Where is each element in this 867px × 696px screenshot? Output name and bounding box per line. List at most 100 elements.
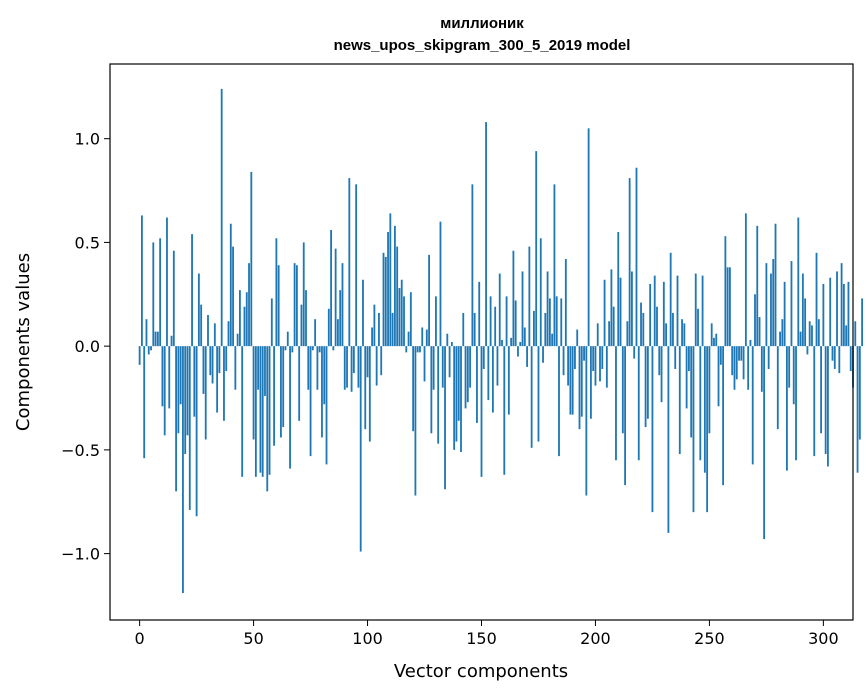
y-axis-label: Components values (13, 253, 34, 431)
bar-component-287 (792, 346, 795, 405)
x-tick-label: 300 (808, 629, 839, 648)
bar-component-57 (268, 346, 271, 475)
bar-component-196 (585, 346, 588, 496)
bar-component-224 (649, 283, 652, 347)
bar-component-194 (580, 346, 583, 417)
bar-component-292 (804, 298, 807, 347)
bar-component-305 (833, 346, 836, 369)
bar-component-280 (776, 346, 779, 430)
bar-component-200 (594, 346, 597, 386)
bar-component-281 (779, 331, 781, 347)
bar-component-117 (405, 346, 408, 353)
bar-component-52 (257, 346, 260, 390)
y-tick-label: 0.0 (75, 337, 100, 356)
bar-component-135 (446, 333, 449, 347)
bar-component-146 (471, 184, 474, 347)
bar-component-43 (236, 333, 239, 347)
bar-component-183 (555, 296, 558, 347)
bar-component-297 (815, 252, 818, 347)
bar-component-81 (323, 346, 326, 405)
bar-component-29 (204, 346, 207, 440)
bar-component-2 (143, 346, 146, 459)
bar-component-61 (277, 265, 280, 347)
bar-component-119 (409, 292, 412, 347)
bar-component-133 (441, 346, 444, 388)
bar-component-246 (699, 346, 702, 461)
bar-component-26 (197, 273, 200, 347)
bar-component-152 (485, 122, 487, 347)
bar-component-111 (391, 312, 394, 347)
bar-component-259 (729, 267, 731, 347)
bar-component-226 (653, 275, 656, 347)
bar-component-7 (154, 331, 157, 347)
x-tick-label: 250 (694, 629, 725, 648)
bar-component-39 (227, 321, 230, 347)
bar-component-49 (250, 171, 253, 347)
bar-component-191 (574, 346, 576, 369)
bar-component-251 (710, 323, 713, 347)
bar-component-126 (425, 329, 428, 347)
bar-component-306 (836, 271, 838, 347)
bar-component-209 (615, 346, 617, 461)
bar-component-269 (751, 346, 754, 465)
bar-component-301 (824, 346, 827, 455)
bar-component-101 (368, 346, 371, 442)
bar-component-252 (713, 337, 715, 347)
bar-component-69 (295, 265, 298, 347)
bar-component-156 (494, 306, 497, 347)
x-tick-label: 50 (243, 629, 263, 648)
bar-component-208 (612, 306, 615, 347)
bar-component-151 (482, 346, 485, 369)
bar-component-86 (334, 248, 337, 347)
bar-component-315 (856, 346, 859, 473)
bar-component-186 (562, 346, 565, 376)
bar-component-254 (717, 346, 720, 407)
bar-component-56 (266, 346, 269, 492)
bar-component-131 (437, 346, 440, 444)
bar-component-164 (512, 250, 515, 347)
bar-component-73 (305, 290, 307, 347)
bar-component-178 (544, 312, 547, 347)
bar-component-112 (393, 225, 396, 347)
bar-component-118 (407, 331, 410, 347)
bar-component-143 (464, 346, 467, 409)
bar-component-316 (858, 346, 861, 440)
bar-component-198 (589, 346, 592, 419)
bar-component-274 (763, 346, 766, 540)
bar-component-173 (533, 310, 535, 347)
bar-component-34 (216, 346, 219, 413)
bar-component-199 (592, 346, 595, 372)
bar-component-295 (811, 325, 813, 347)
bar-component-66 (289, 346, 291, 469)
bar-component-98 (362, 279, 364, 347)
bar-component-19 (182, 346, 184, 594)
bar-component-87 (337, 319, 339, 347)
bar-component-190 (571, 346, 574, 415)
bar-component-30 (207, 315, 209, 347)
bar-component-298 (817, 319, 820, 347)
bar-component-163 (510, 337, 513, 347)
bar-component-42 (234, 346, 237, 390)
bar-component-160 (503, 346, 506, 475)
x-tick-label: 100 (352, 629, 383, 648)
bar-component-54 (261, 346, 264, 477)
bar-component-114 (398, 288, 401, 347)
bar-component-65 (286, 331, 289, 347)
bar-component-9 (159, 238, 162, 347)
bar-component-184 (558, 346, 560, 457)
bar-component-150 (480, 346, 483, 477)
bar-component-53 (259, 346, 262, 473)
y-tick-label: 1.0 (75, 130, 100, 149)
bar-component-299 (820, 346, 822, 434)
bar-component-142 (462, 312, 465, 347)
bar-component-154 (489, 296, 492, 347)
bar-component-284 (785, 346, 788, 471)
bar-component-1 (141, 215, 143, 347)
bar-component-45 (241, 346, 244, 477)
bar-component-310 (845, 325, 848, 347)
bar-component-195 (583, 346, 585, 361)
bar-component-51 (254, 346, 257, 477)
bar-component-8 (156, 331, 159, 347)
bar-component-218 (635, 167, 638, 347)
